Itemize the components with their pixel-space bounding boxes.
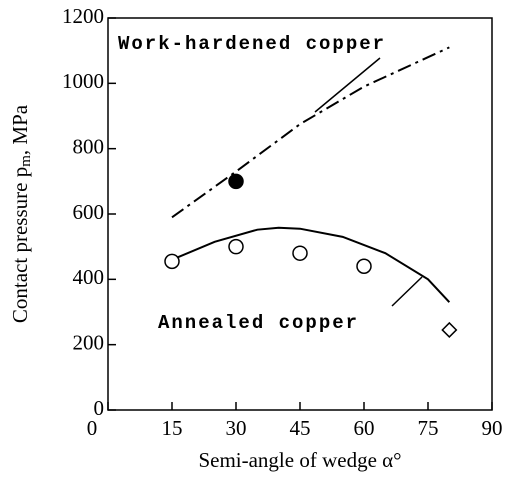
y-tick-label: 800	[73, 134, 105, 158]
data-line	[171, 226, 451, 303]
y-axis-label: Contact pressure pm, MPa	[8, 104, 35, 323]
data-point	[164, 253, 180, 270]
y-tick-label: 1000	[62, 69, 104, 93]
x-tick-label: 90	[482, 416, 503, 440]
y-tick-label: 0	[94, 396, 105, 420]
data-line	[171, 46, 450, 219]
x-tick-label: 75	[418, 416, 439, 440]
x-tick-label: 0	[87, 416, 98, 440]
data-point	[292, 245, 308, 261]
y-tick-label: 1200	[62, 4, 104, 28]
annotation: Work-hardened copper	[118, 33, 386, 55]
y-tick-label: 400	[73, 265, 105, 289]
x-tick-label: 45	[290, 416, 311, 440]
annotation: Annealed copper	[158, 312, 359, 334]
plot-frame	[107, 17, 493, 411]
leader-line	[391, 276, 423, 307]
data-point	[228, 173, 244, 190]
x-tick-label: 15	[162, 416, 183, 440]
x-axis-label: Semi-angle of wedge α°	[198, 448, 401, 472]
x-tick-label: 60	[354, 416, 375, 440]
data-point	[356, 258, 372, 275]
leader-line	[314, 57, 381, 113]
data-point	[228, 238, 244, 255]
y-tick-label: 600	[73, 200, 105, 224]
x-tick-label: 30	[226, 416, 247, 440]
data-point	[441, 321, 458, 339]
y-tick-label: 200	[73, 330, 105, 354]
